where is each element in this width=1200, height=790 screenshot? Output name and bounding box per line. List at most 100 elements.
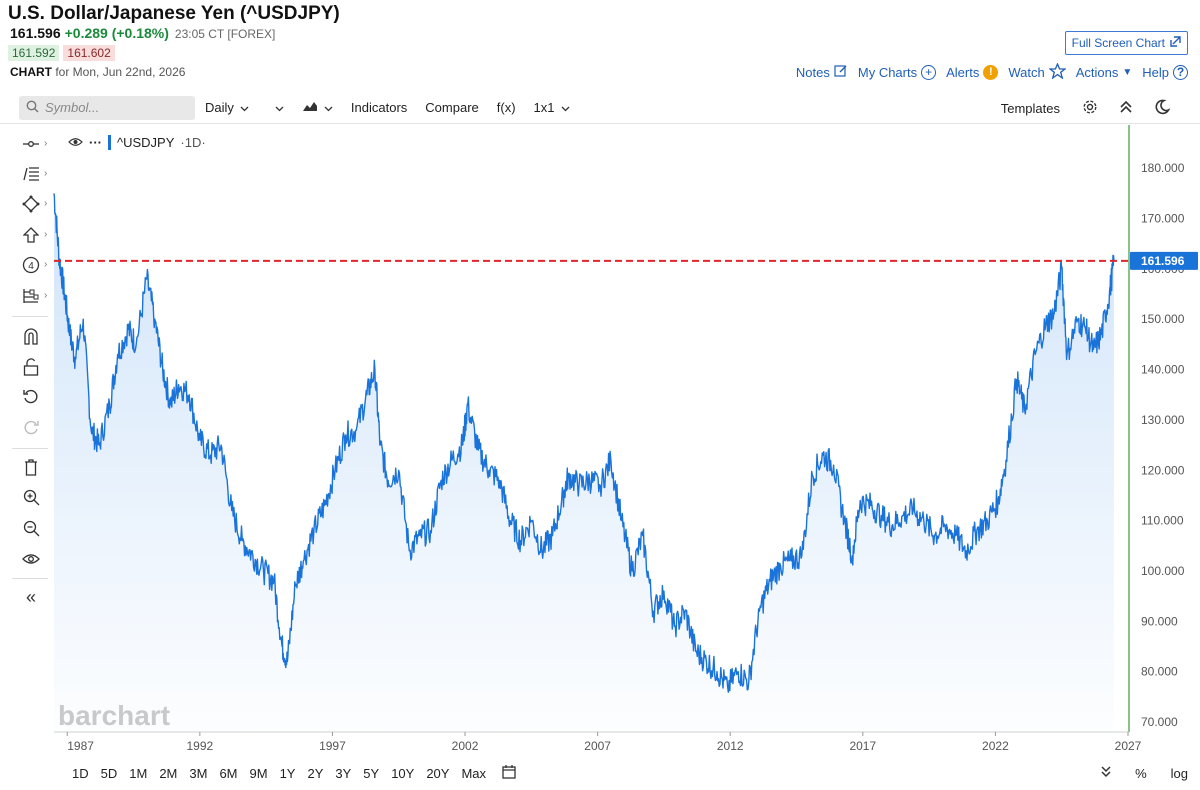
templates-button[interactable]: Templates — [1000, 100, 1060, 116]
range-1d[interactable]: 1D — [72, 765, 89, 781]
compare-button[interactable]: Compare — [425, 100, 478, 115]
functions-button[interactable]: f(x) — [497, 100, 516, 115]
symbol-placeholder: Symbol... — [45, 100, 100, 115]
time-range-bar: 1D 5D 1M 2M 3M 6M 9M 1Y 2Y 3Y 5Y 10Y 20Y… — [0, 760, 1200, 786]
help-link[interactable]: Help ? — [1142, 65, 1188, 80]
collapse-left-icon[interactable]: « — [25, 586, 36, 607]
interval-label: Daily — [205, 100, 234, 115]
legend-interval: ·1D· — [180, 135, 206, 150]
zoom-out-icon[interactable] — [20, 517, 42, 539]
range-20y[interactable]: 20Y — [426, 765, 450, 781]
my-charts-link[interactable]: My Charts + — [857, 65, 937, 80]
range-5y[interactable]: 5Y — [363, 765, 380, 781]
range-5d[interactable]: 5D — [100, 765, 118, 781]
symbol-search-input[interactable]: Symbol... — [19, 95, 195, 120]
area-chart-icon — [302, 100, 318, 115]
range-2y[interactable]: 2Y — [307, 765, 324, 781]
quote-time: 23:05 CT [FOREX] — [174, 27, 276, 41]
alerts-link[interactable]: Alerts ! — [946, 65, 999, 80]
alert-warning-icon: ! — [983, 65, 999, 80]
range-max[interactable]: Max — [461, 765, 487, 781]
x-tick-label: 2002 — [452, 739, 479, 753]
series-legend: ··· ^USDJPY ·1D· — [68, 135, 206, 150]
collapse-up-icon[interactable] — [1120, 100, 1132, 117]
chart-style-dropdown[interactable] — [302, 100, 333, 115]
range-3m[interactable]: 3M — [189, 765, 208, 781]
range-3y[interactable]: 3Y — [335, 765, 352, 781]
range-9m[interactable]: 9M — [249, 765, 268, 781]
y-tick-label: 130.000 — [1141, 413, 1185, 427]
eye-icon[interactable] — [68, 135, 83, 150]
alerts-label: Alerts — [946, 65, 980, 80]
layout-dropdown[interactable]: 1x1 — [534, 100, 570, 115]
fib-tool-icon[interactable] — [20, 163, 42, 185]
chevron-down-icon — [275, 100, 284, 115]
bid-price: 161.592 — [8, 45, 60, 61]
undo-icon[interactable] — [20, 386, 42, 408]
calendar-icon[interactable] — [502, 764, 516, 782]
trash-icon[interactable] — [20, 456, 42, 478]
shape-tool-icon[interactable] — [20, 193, 42, 215]
indicators-label: Indicators — [350, 100, 408, 115]
chevron-right-icon[interactable]: › — [44, 198, 48, 209]
percent-toggle[interactable]: % — [1135, 765, 1147, 781]
star-icon — [1047, 62, 1067, 82]
price-chart[interactable]: barchart 70.000 80.000 90.000 100.000 110.00… — [0, 125, 1200, 757]
dark-mode-moon-icon[interactable] — [1154, 99, 1171, 118]
bid-ask: 161.592 161.602 — [8, 45, 115, 61]
actions-menu[interactable]: Actions ▼ — [1076, 65, 1133, 80]
range-2m[interactable]: 2M — [159, 765, 178, 781]
y-tick-label: 100.000 — [1141, 564, 1185, 578]
price-area-fill — [54, 193, 1114, 732]
arrow-up-tool-icon[interactable] — [20, 224, 42, 246]
notes-link[interactable]: Notes — [796, 64, 848, 81]
price-line — [53, 193, 1115, 693]
double-chevron-down-icon[interactable] — [1101, 765, 1111, 781]
gear-icon[interactable] — [1082, 99, 1098, 118]
full-screen-label: Full Screen Chart — [1071, 36, 1165, 50]
chevron-right-icon[interactable]: › — [44, 259, 48, 270]
actions-label: Actions — [1075, 65, 1119, 80]
chart-label: CHART — [10, 65, 52, 79]
magnet-icon[interactable] — [20, 325, 42, 347]
top-links: Notes My Charts + Alerts ! Watch Actions… — [796, 62, 1188, 82]
notes-label: Notes — [795, 65, 830, 80]
range-10y[interactable]: 10Y — [391, 765, 415, 781]
interval-dropdown[interactable]: Daily — [205, 100, 249, 115]
bar-type-dropdown[interactable] — [275, 100, 284, 115]
indicators-button[interactable]: Indicators — [351, 100, 407, 115]
y-tick-label: 170.000 — [1141, 212, 1185, 226]
watch-link[interactable]: Watch — [1008, 62, 1067, 82]
range-6m[interactable]: 6M — [219, 765, 238, 781]
last-price-badge — [1130, 251, 1198, 270]
chevron-right-icon[interactable]: › — [44, 229, 48, 240]
caret-down-icon: ▼ — [1122, 67, 1133, 78]
chevron-right-icon[interactable]: › — [44, 290, 48, 301]
full-screen-chart-button[interactable]: Full Screen Chart — [1064, 31, 1188, 55]
functions-label: f(x) — [496, 100, 516, 115]
chevron-down-icon — [561, 100, 570, 115]
watch-label: Watch — [1008, 65, 1045, 80]
x-tick-label: 1987 — [67, 739, 94, 753]
range-1m[interactable]: 1M — [129, 765, 148, 781]
unlock-icon[interactable] — [20, 356, 42, 378]
more-options-icon[interactable]: ··· — [89, 135, 102, 150]
chevron-right-icon[interactable]: › — [44, 168, 48, 179]
help-label: Help — [1142, 65, 1169, 80]
tools-divider — [12, 316, 48, 317]
eye-icon[interactable] — [20, 548, 42, 570]
zoom-in-icon[interactable] — [20, 486, 42, 508]
numbered-marker-icon[interactable]: 4 — [20, 254, 42, 276]
y-tick-label: 80.000 — [1141, 665, 1178, 679]
x-tick-label: 2027 — [1115, 739, 1142, 753]
redo-icon[interactable] — [20, 417, 42, 439]
line-tool-icon[interactable] — [20, 133, 42, 155]
tools-divider — [12, 448, 48, 449]
log-toggle[interactable]: log — [1170, 765, 1188, 781]
chevron-right-icon[interactable]: › — [44, 138, 48, 149]
my-charts-label: My Charts — [857, 65, 918, 80]
instrument-title: U.S. Dollar/Japanese Yen (^USDJPY) — [8, 3, 340, 24]
measure-tool-icon[interactable] — [20, 285, 42, 307]
chart-date-label: CHART for Mon, Jun 22nd, 2026 — [10, 65, 185, 79]
range-1y[interactable]: 1Y — [279, 765, 296, 781]
